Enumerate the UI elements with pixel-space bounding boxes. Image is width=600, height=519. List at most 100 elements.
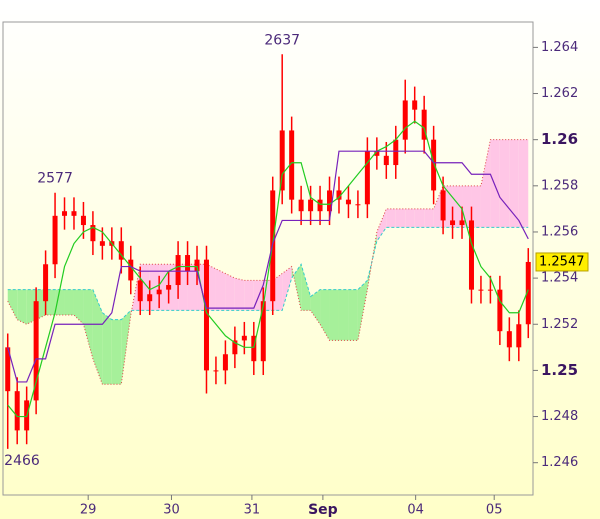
cloud-segment (338, 289, 349, 341)
candle-body (478, 289, 484, 291)
candle-body (450, 220, 456, 226)
cloud-segment (225, 273, 235, 311)
y-tick-label: 1.252 (541, 317, 578, 332)
annotation: 2637 (264, 32, 300, 48)
cloud-segment (395, 208, 406, 228)
candle-body (62, 211, 68, 216)
cloud-segment (471, 185, 481, 228)
y-tick-label: 1.25 (541, 361, 578, 379)
cloud-segment (509, 139, 519, 228)
cloud-segment (414, 208, 425, 228)
span-a-line (7, 226, 529, 321)
y-tick-label: 1.254 (541, 271, 578, 286)
annotation: 2466 (4, 453, 40, 469)
y-tick-label: 1.256 (541, 224, 578, 239)
candle-body (506, 331, 512, 348)
plot-frame (2, 21, 534, 496)
candle-body (298, 199, 304, 212)
last-price-box (535, 252, 589, 272)
candle-body (355, 204, 361, 206)
candle-body (487, 289, 493, 291)
candle-body (364, 151, 370, 205)
candle-body (308, 199, 314, 212)
cloud-segment (102, 312, 112, 385)
cloud-segment (7, 289, 18, 320)
annotation: 2577 (37, 171, 73, 187)
candle-body (80, 215, 86, 226)
x-tick-label: 05 (486, 503, 503, 518)
candle-body (497, 289, 503, 332)
candle-body (525, 261, 531, 325)
y-tick-label: 1.248 (541, 409, 578, 424)
candle-body (516, 324, 522, 348)
candle-body (393, 139, 399, 166)
cloud-segment (386, 208, 396, 228)
cloud-segment (92, 289, 103, 385)
cloud-segment (244, 280, 254, 311)
candle-body (99, 241, 105, 246)
cloud-segment (329, 289, 339, 341)
cloud-segment (518, 139, 529, 228)
cloud-segment (301, 264, 311, 311)
candle-body (175, 255, 181, 286)
candle-body (459, 220, 465, 226)
cloud-segment (320, 289, 330, 341)
candle-body (52, 215, 58, 265)
candle-body (317, 199, 323, 212)
candle-body (421, 109, 427, 140)
candle-body (156, 289, 162, 295)
cloud-segment (310, 289, 321, 325)
candle-body (260, 301, 266, 362)
cloud-segment (282, 266, 292, 311)
candle-body (345, 199, 351, 205)
x-tick-label: 31 (244, 503, 261, 518)
y-tick-label: 1.264 (541, 40, 578, 55)
candle-body (289, 130, 295, 200)
candle-body (185, 255, 191, 272)
candle-body (468, 220, 474, 290)
cloud-segment (376, 208, 387, 242)
candle-body (203, 259, 209, 371)
candle-body (43, 264, 49, 302)
indicator-line (7, 150, 529, 383)
candle-body (431, 139, 437, 191)
candle-body (137, 280, 143, 302)
cloud-segment (490, 139, 500, 228)
x-tick-label: 29 (80, 503, 97, 518)
candle-body (241, 335, 247, 341)
candle-body (440, 190, 446, 221)
x-tick-label: 30 (163, 503, 180, 518)
candle-body (118, 241, 124, 260)
cloud-segment (17, 289, 27, 325)
indicator-line (7, 120, 529, 418)
candle-body (147, 294, 153, 302)
cloud-segment (367, 231, 377, 290)
candle-body (71, 211, 77, 216)
candle-body (232, 340, 238, 355)
candle-body (194, 259, 200, 272)
cloud-segment (499, 139, 510, 228)
plot-layer: 1.246 1.248 1.25 1.252 1.254 1.256 1.258 1.26 1.… (4, 32, 578, 518)
candle-body (374, 151, 380, 156)
y-tick-label: 1.262 (541, 86, 578, 101)
candle-body (166, 285, 172, 290)
candle-body (412, 100, 418, 110)
candle-body (14, 391, 20, 431)
candle-body (251, 335, 257, 362)
cloud-segment (111, 319, 122, 385)
cloud-segment (55, 289, 65, 316)
y-tick-label: 1.258 (541, 178, 578, 193)
y-tick-label: 1.26 (541, 130, 578, 148)
candle-body (336, 190, 342, 200)
candle-body (33, 301, 39, 401)
cloud-segment (357, 280, 368, 341)
cloud-segment (348, 289, 358, 341)
cloud-segment (480, 139, 491, 228)
last-price-label: 1.2547 (539, 254, 585, 269)
cloud-segment (159, 264, 169, 311)
cloud-segment (424, 208, 434, 228)
cloud-segment (187, 264, 198, 311)
cloud-segment (215, 268, 226, 311)
